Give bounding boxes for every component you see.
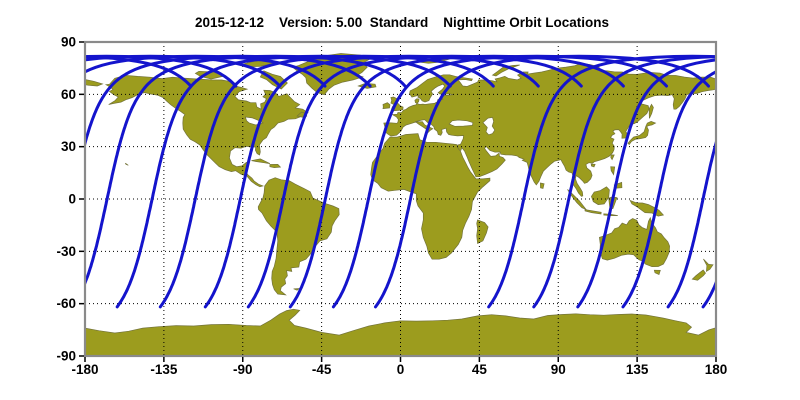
lake	[448, 119, 474, 127]
x-tick-label: 180	[705, 362, 728, 377]
landmass	[591, 186, 610, 205]
x-tick-label: -45	[312, 362, 332, 377]
x-tick-label: 90	[551, 362, 566, 377]
orbit-ground-track	[532, 55, 716, 309]
figure-title: 2015-12-12 Version: 5.00 Standard Nightt…	[195, 15, 609, 30]
orbit-ground-track	[487, 54, 716, 309]
x-tick-label: -135	[150, 362, 178, 377]
landmass	[370, 133, 491, 260]
y-tick-label: -30	[56, 244, 76, 259]
orbit-track-layer	[85, 54, 716, 309]
landmass	[648, 103, 654, 119]
landmass	[610, 166, 616, 176]
landmass	[627, 121, 657, 146]
y-tick-label: 60	[61, 87, 76, 102]
landmass	[590, 163, 596, 168]
landmass	[291, 53, 372, 96]
orbit-ground-track	[203, 54, 540, 309]
landmass	[257, 177, 340, 296]
y-tick-label: 0	[68, 192, 76, 207]
landmass	[476, 219, 489, 245]
orbit-ground-track	[288, 54, 625, 309]
landmass	[251, 158, 271, 164]
landmass	[691, 269, 706, 281]
x-tick-label: 0	[397, 362, 405, 377]
land-layer	[85, 53, 716, 356]
x-tick-label: -180	[71, 362, 98, 377]
orbit-ground-track	[576, 58, 716, 309]
landmass	[540, 182, 545, 189]
plot-frame	[83, 40, 718, 358]
orbit-ground-track	[666, 137, 716, 309]
landmass	[125, 162, 129, 166]
landmass	[269, 163, 282, 168]
landmass	[85, 308, 716, 356]
x-tick-label: 135	[626, 362, 649, 377]
landmass	[293, 288, 301, 291]
orbit-ground-track	[246, 54, 583, 309]
landmass	[610, 154, 615, 161]
x-axis-ticks: -180 -135 -90 -45 0 45 90 135 180	[71, 357, 727, 377]
y-tick-label: -90	[56, 349, 76, 364]
landmass	[584, 209, 602, 215]
x-tick-label: 45	[472, 362, 488, 377]
landmass	[382, 102, 391, 109]
landmass	[653, 269, 661, 275]
y-tick-label: 90	[61, 35, 76, 50]
landmass	[491, 64, 520, 77]
landmass	[383, 63, 716, 197]
orbit-ground-track	[621, 70, 716, 309]
x-tick-label: -90	[233, 362, 253, 377]
lake	[482, 117, 496, 136]
landmass	[104, 74, 309, 188]
axes-frame	[83, 40, 718, 358]
landmass	[85, 79, 104, 87]
orbit-ground-track	[374, 54, 710, 309]
orbit-ground-track	[85, 54, 372, 149]
orbit-ground-track	[85, 54, 282, 88]
y-tick-label: -60	[56, 296, 76, 311]
orbit-ground-track	[331, 54, 668, 309]
y-tick-label: 30	[61, 139, 76, 154]
orbit-ground-track	[85, 54, 327, 88]
landmass	[703, 258, 714, 273]
y-axis-ticks: 90 60 30 0 -30 -60 -90	[56, 35, 84, 364]
